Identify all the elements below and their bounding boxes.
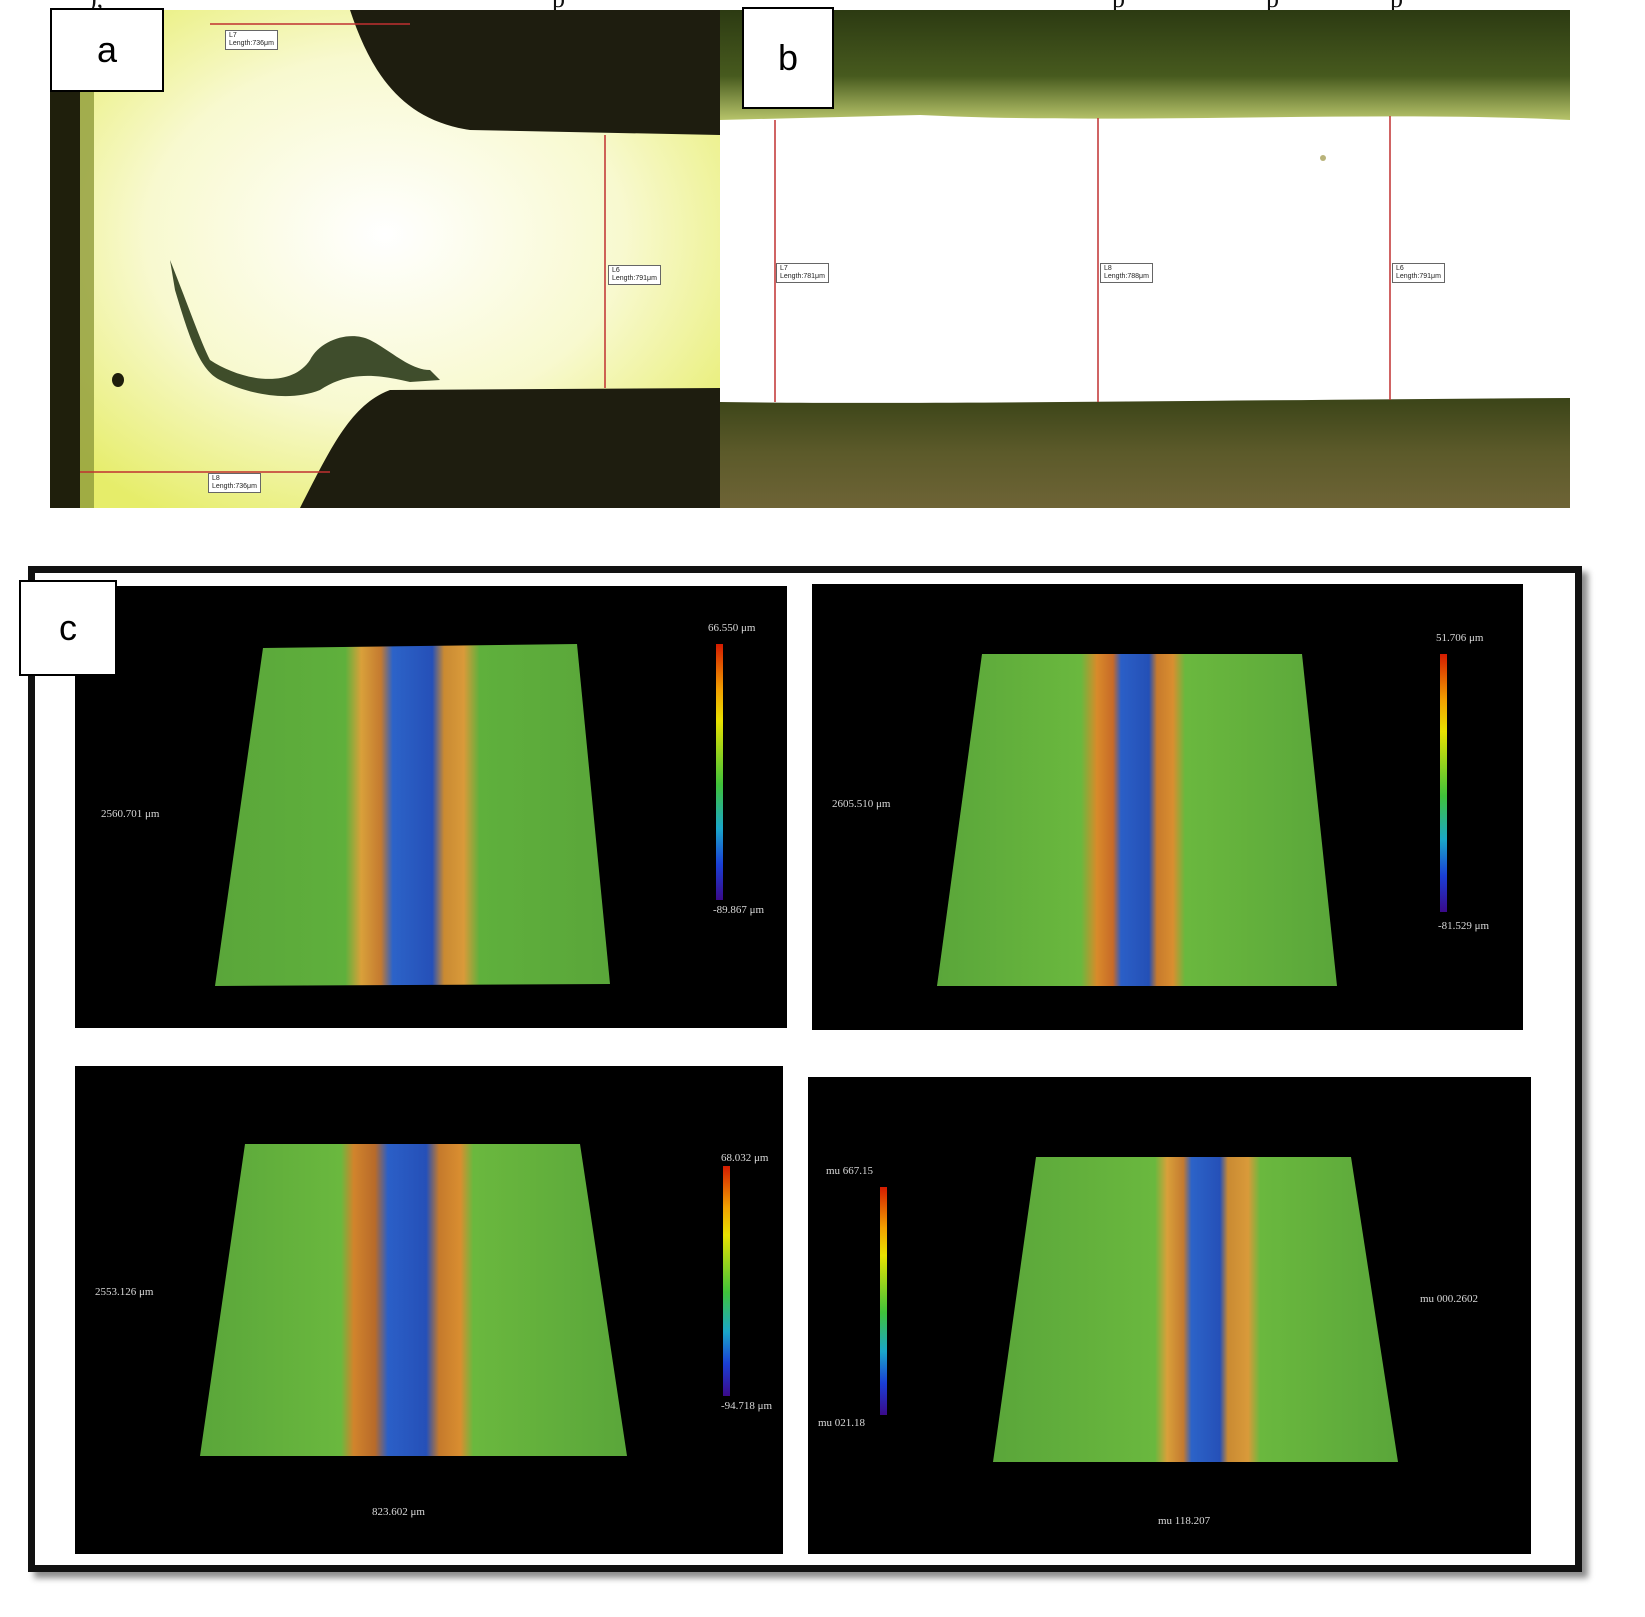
measurement-length: Length:736μm xyxy=(212,483,257,490)
measurement-length: Length:791μm xyxy=(612,275,657,282)
measurement-label-a2: L6 Length:791μm xyxy=(608,265,661,285)
scale-max-label: mu 667.15 xyxy=(826,1165,874,1177)
panel-label-b: b xyxy=(742,7,834,109)
surface-3d-plot xyxy=(993,1157,1398,1462)
colorbar xyxy=(880,1187,887,1415)
measurement-label-b1: L7 Length:781μm xyxy=(776,263,829,283)
caption-fragment: ), xyxy=(88,0,103,10)
panel-label-c: c xyxy=(19,580,117,676)
surface-scan-4: mu 667.15 mu 021.18 mu 000.2602 mu 118.2… xyxy=(808,1077,1531,1554)
measurement-id: L6 xyxy=(612,267,620,274)
colorbar xyxy=(716,644,723,900)
dimension-label: mu 000.2602 xyxy=(1420,1293,1479,1305)
micrograph-panel-a: L7 Length:736μm L6 Length:791μm L8 Lengt… xyxy=(50,10,720,508)
panel-label-a: a xyxy=(50,8,164,92)
measurement-id: L6 xyxy=(1396,265,1404,272)
measurement-id: L8 xyxy=(1104,265,1112,272)
colorbar xyxy=(723,1166,730,1396)
scale-max-label: 68.032 μm xyxy=(721,1152,769,1164)
surface-scan-3: 68.032 μm -94.718 μm 2553.126 μm 823.602… xyxy=(75,1066,783,1554)
dimension-label: 2553.126 μm xyxy=(95,1286,154,1298)
scale-min-label: -89.867 μm xyxy=(713,904,765,916)
dimension-label-bottom: 823.602 μm xyxy=(372,1506,425,1518)
caption-fragment: p xyxy=(552,0,565,10)
measurement-length: Length:781μm xyxy=(780,273,825,280)
measurement-length: Length:788μm xyxy=(1104,273,1149,280)
caption-fragment: p xyxy=(1112,0,1125,10)
surface-scan-2: 51.706 μm -81.529 μm 2605.510 μm xyxy=(812,584,1523,1030)
measurement-length: Length:736μm xyxy=(229,40,274,47)
measurement-id: L7 xyxy=(780,265,788,272)
scale-max-label: 51.706 μm xyxy=(1436,632,1484,644)
truncated-caption-line: ), p p p p xyxy=(0,0,1645,10)
dimension-label-bottom: mu 118.207 xyxy=(1158,1515,1211,1527)
surface-3d-plot xyxy=(215,644,610,986)
scale-max-label: 66.550 μm xyxy=(708,622,756,634)
measurement-length: Length:791μm xyxy=(1396,273,1441,280)
surface-scan-1: 66.550 μm -89.867 μm 2560.701 μm xyxy=(75,586,787,1028)
scale-min-label: mu 021.18 xyxy=(818,1417,866,1429)
caption-fragment: p xyxy=(1266,0,1279,10)
measurement-label-b3: L6 Length:791μm xyxy=(1392,263,1445,283)
scale-min-label: -81.529 μm xyxy=(1438,920,1490,932)
dimension-label: 2605.510 μm xyxy=(832,798,891,810)
surface-3d-plot xyxy=(937,654,1337,986)
micrograph-a-image xyxy=(50,10,720,508)
dimension-label: 2560.701 μm xyxy=(101,808,160,820)
scale-min-label: -94.718 μm xyxy=(721,1400,773,1412)
measurement-id: L8 xyxy=(212,475,220,482)
micrograph-panel-b: L7 Length:781μm L8 Length:788μm L6 Lengt… xyxy=(720,10,1570,508)
measurement-label-b2: L8 Length:788μm xyxy=(1100,263,1153,283)
colorbar xyxy=(1440,654,1447,912)
micrograph-b-image xyxy=(720,10,1570,508)
caption-fragment: p xyxy=(1390,0,1403,10)
surface-3d-plot xyxy=(200,1144,627,1456)
measurement-id: L7 xyxy=(229,32,237,39)
measurement-label-a1: L7 Length:736μm xyxy=(225,30,278,50)
measurement-label-a3: L8 Length:736μm xyxy=(208,473,261,493)
